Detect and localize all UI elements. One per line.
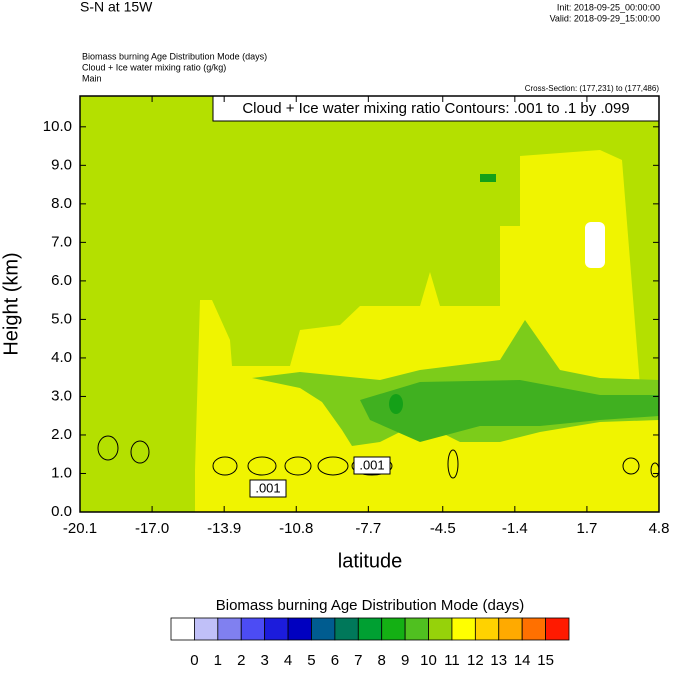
colorbar-label: 12 (467, 652, 484, 668)
colorbar-box (521, 617, 546, 641)
colorbar-label: 8 (378, 652, 386, 668)
contour-label: .001 (255, 480, 280, 495)
plot-frame (79, 95, 660, 513)
colorbar-box (194, 617, 219, 641)
y-axis-label: Height (km) (0, 252, 22, 355)
colorbar-box (451, 617, 476, 641)
contour-line (622, 457, 640, 475)
y-tick-label: 5.0 (51, 310, 72, 327)
colorbar-label: 2 (237, 652, 245, 668)
y-tick-label: 8.0 (51, 195, 72, 212)
colorbar-label: 11 (444, 652, 460, 668)
x-tick-label: 4.8 (649, 520, 670, 537)
colorbar-box (334, 617, 359, 641)
colorbar-label: 4 (284, 652, 292, 668)
x-tick-label: -4.5 (430, 520, 456, 537)
field-yellowgreen (80, 96, 659, 512)
colorbar-label: 6 (331, 652, 339, 668)
filled-field (80, 96, 659, 512)
y-tick-label: 1.0 (51, 464, 72, 481)
colorbar-box (217, 617, 242, 641)
contour-line (447, 449, 459, 479)
y-tick-label: 0.0 (51, 503, 72, 520)
colorbar-box (264, 617, 289, 641)
colorbar-label: 7 (354, 652, 362, 668)
subtitle: Biomass burning Age Distribution Mode (d… (82, 51, 267, 61)
colorbar-box (170, 617, 195, 641)
chart-title: S-N at 15W (80, 0, 153, 15)
y-tick-label: 9.0 (51, 156, 72, 173)
contour-line (284, 456, 312, 476)
contour-info: Cloud + Ice water mixing ratio Contours:… (242, 100, 629, 117)
colorbar-box (428, 617, 453, 641)
y-tick-label: 2.0 (51, 426, 72, 443)
y-tick-label: 4.0 (51, 349, 72, 366)
colorbar-label: 0 (190, 652, 198, 668)
contour-line (317, 456, 349, 476)
colorbar-label: 3 (260, 652, 268, 668)
contour-line (130, 440, 150, 464)
colorbar-title: Biomass burning Age Distribution Mode (d… (216, 597, 524, 614)
init-time: Init: 2018-09-25_00:00:00 (557, 2, 660, 12)
contour-line (212, 456, 238, 476)
colorbar-label: 15 (537, 652, 554, 668)
colorbar-label: 13 (490, 652, 507, 668)
contours (97, 435, 660, 479)
x-tick-label: -13.9 (207, 520, 241, 537)
contour-labels: .001 .001 (249, 456, 391, 498)
colorbar-box (498, 617, 523, 641)
colorbar-box (381, 617, 406, 641)
field-green (360, 380, 659, 442)
x-tick-label: -20.1 (63, 520, 97, 537)
subtitle: Cloud + Ice water mixing ratio (g/kg) (82, 62, 226, 72)
x-axis-label: latitude (338, 550, 403, 572)
y-tick-label: 6.0 (51, 272, 72, 289)
cross-section: Cross-Section: (177,231) to (177,486) (525, 84, 660, 93)
colorbar-box (404, 617, 429, 641)
valid-time: Valid: 2018-09-29_15:00:00 (550, 13, 660, 23)
contour-label-box (353, 456, 391, 475)
colorbar-box (474, 617, 500, 641)
colorbar-label: 9 (401, 652, 409, 668)
y-tick-label: 3.0 (51, 387, 72, 404)
colorbar-box (357, 617, 383, 641)
colorbar-label: 14 (514, 652, 531, 668)
contour-label: .001 (359, 457, 384, 472)
y-tick-label: 10.0 (43, 118, 72, 135)
colorbar-box (287, 617, 312, 641)
colorbar-label: 5 (307, 652, 315, 668)
contour-line (247, 456, 277, 476)
x-tick-label: -10.8 (279, 520, 313, 537)
x-tick-label: -17.0 (135, 520, 169, 537)
colorbar-label: 10 (420, 652, 437, 668)
colorbar-label: 1 (214, 652, 222, 668)
colorbar-box (311, 617, 336, 641)
colorbar-box (545, 617, 570, 641)
x-tick-label: -1.4 (502, 520, 528, 537)
y-tick-label: 7.0 (51, 233, 72, 250)
field-darkgreen (480, 174, 496, 182)
field-white (585, 222, 605, 268)
colorbar-box (240, 617, 266, 641)
x-tick-label: 1.7 (576, 520, 597, 537)
x-tick-label: -7.7 (355, 520, 381, 537)
field-darkgreen (389, 394, 403, 414)
subtitle: Main (82, 73, 102, 83)
contour-line (97, 435, 119, 461)
contour-label-box (249, 479, 287, 498)
